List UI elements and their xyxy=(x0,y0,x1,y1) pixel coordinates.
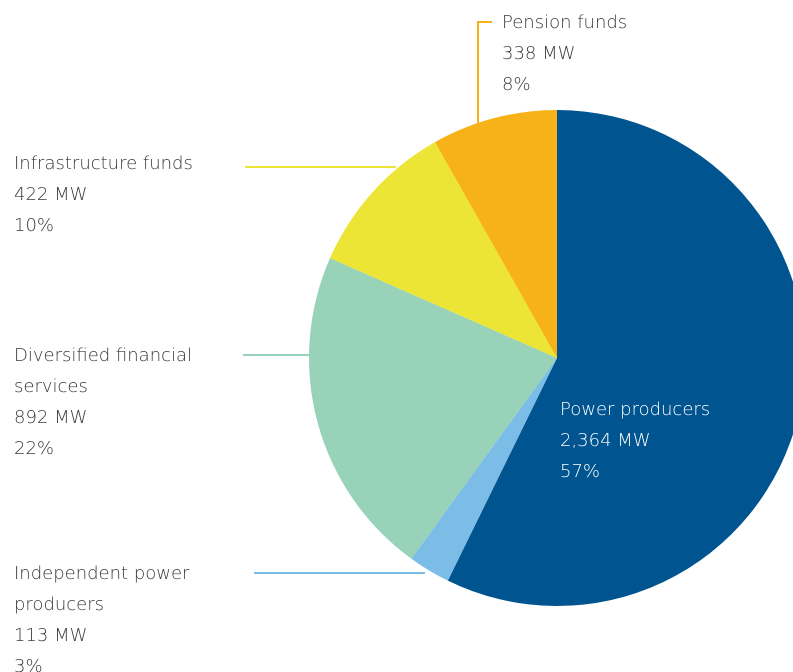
pie-slice xyxy=(411,358,557,581)
slice-label: Infrastructure funds 422 MW 10% xyxy=(14,148,254,241)
category-label: Diversified financial services xyxy=(14,345,193,397)
percent-label: 3% xyxy=(14,656,43,672)
percent-label: 8% xyxy=(502,74,531,95)
percent-label: 10% xyxy=(14,215,55,236)
slice-label: Diversified financial services 892 MW 22% xyxy=(14,340,239,464)
value-label: 422 MW xyxy=(14,184,88,205)
pie-slice xyxy=(329,142,557,358)
slice-label: Power producers 2,364 MW 57% xyxy=(560,394,790,487)
category-label: Pension funds xyxy=(502,12,628,33)
value-label: 338 MW xyxy=(502,43,576,64)
value-label: 892 MW xyxy=(14,407,88,428)
value-label: 113 MW xyxy=(14,625,88,646)
value-label: 2,364 MW xyxy=(560,430,651,451)
pie-slice xyxy=(308,258,557,559)
percent-label: 57% xyxy=(560,461,601,482)
leader-line xyxy=(477,21,492,125)
category-label: Power producers xyxy=(560,399,711,420)
percent-label: 22% xyxy=(14,438,55,459)
pie-slice xyxy=(434,110,557,358)
category-label: Independent power producers xyxy=(14,563,190,615)
slice-label: Independent power producers 113 MW 3% xyxy=(14,558,244,672)
pie-slice xyxy=(447,110,793,606)
category-label: Infrastructure funds xyxy=(14,153,193,174)
slice-label: Pension funds 338 MW 8% xyxy=(502,7,702,100)
